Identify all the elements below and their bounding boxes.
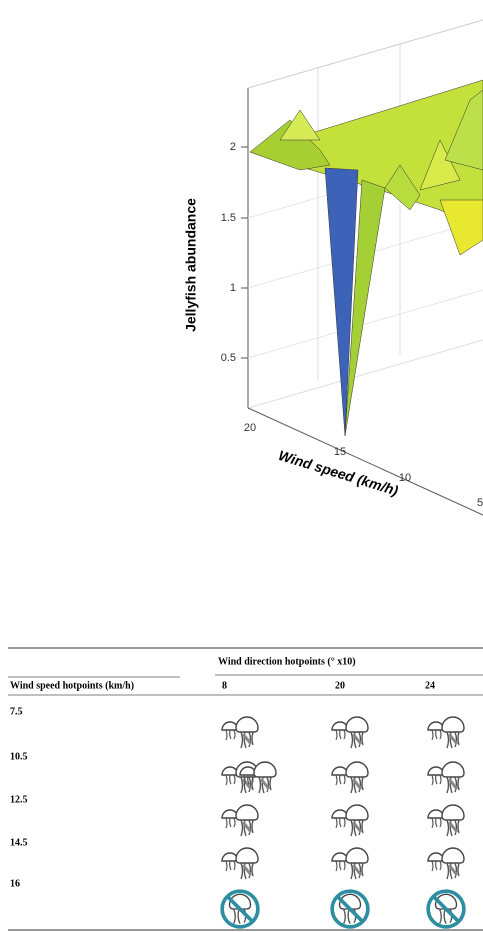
column-header: 24 [425, 680, 435, 691]
jellyfish-icon [426, 803, 466, 838]
z-tick-label: 2 [230, 141, 236, 153]
z-tick-label: 1.5 [221, 212, 236, 224]
table: Wind direction hotpoints (° x10) Wind sp… [8, 647, 483, 931]
x-tick-label: 15 [334, 446, 346, 458]
z-tick-label: 1 [230, 282, 236, 294]
jellyfish-icon [426, 846, 466, 881]
group-header: Wind direction hotpoints (° x10) [218, 656, 356, 667]
row-label: 10.5 [10, 751, 28, 762]
z-tick-label: 0.5 [221, 352, 236, 364]
no-jellyfish-icon [330, 889, 370, 929]
jellyfish-icon [220, 715, 260, 750]
jellyfish-icon [220, 803, 260, 838]
surface-plot [247, 19, 483, 516]
row-label: 12.5 [10, 794, 28, 805]
jellyfish-icon [220, 846, 260, 881]
column-header: 20 [335, 680, 345, 691]
jellyfish-icon [426, 760, 466, 795]
jellyfish-icon [330, 760, 370, 795]
row-header: Wind speed hotpoints (km/h) [10, 680, 134, 691]
jellyfish-icon [330, 803, 370, 838]
jellyfish-icon [330, 715, 370, 750]
no-jellyfish-icon [220, 889, 260, 929]
no-jellyfish-icon [426, 889, 466, 929]
jellyfish-icon [330, 846, 370, 881]
column-header: 8 [222, 680, 227, 691]
row-label: 16 [10, 878, 20, 889]
row-label: 7.5 [10, 706, 23, 717]
jellyfish-icon [426, 715, 466, 750]
x-tick-label: 20 [244, 422, 256, 434]
x-tick-label: 10 [399, 472, 411, 484]
z-axis-label: Jellyfish abundance [183, 198, 199, 332]
row-label: 14.5 [10, 837, 28, 848]
x-tick-label: 5 [477, 497, 483, 509]
